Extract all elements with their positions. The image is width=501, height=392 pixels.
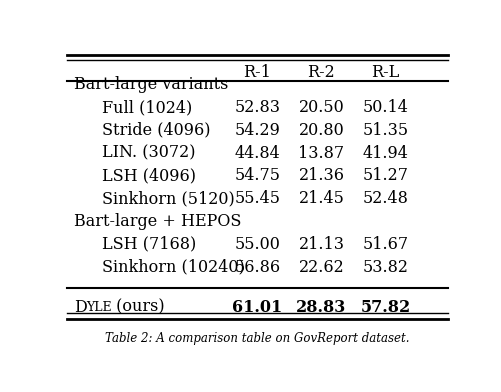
Text: 56.86: 56.86 [234,259,280,276]
Text: 50.14: 50.14 [362,99,408,116]
Text: Bart-large + HEPOS: Bart-large + HEPOS [74,213,241,230]
Text: 21.13: 21.13 [298,236,344,253]
Text: Sinkhorn (10240): Sinkhorn (10240) [102,259,244,276]
Text: D: D [74,299,87,316]
Text: 13.87: 13.87 [298,145,344,162]
Text: 54.29: 54.29 [234,122,280,139]
Text: 28.83: 28.83 [296,299,346,316]
Text: 52.48: 52.48 [362,190,408,207]
Text: 20.50: 20.50 [298,99,344,116]
Text: R-L: R-L [371,64,399,81]
Text: R-1: R-1 [243,64,271,81]
Text: Table 2: A comparison table on GovReport dataset.: Table 2: A comparison table on GovReport… [105,332,409,345]
Text: LSH (7168): LSH (7168) [102,236,195,253]
Text: Sinkhorn (5120): Sinkhorn (5120) [102,190,234,207]
Text: 51.35: 51.35 [362,122,408,139]
Text: LSH (4096): LSH (4096) [102,167,195,184]
Text: 21.36: 21.36 [298,167,344,184]
Text: 54.75: 54.75 [234,167,280,184]
Text: 41.94: 41.94 [362,145,408,162]
Text: Full (1024): Full (1024) [102,99,191,116]
Text: 53.82: 53.82 [362,259,408,276]
Text: Stride (4096): Stride (4096) [102,122,210,139]
Text: 55.00: 55.00 [234,236,280,253]
Text: 61.01: 61.01 [231,299,282,316]
Text: 51.27: 51.27 [362,167,408,184]
Text: YLE: YLE [86,301,112,314]
Text: 57.82: 57.82 [360,299,410,316]
Text: 21.45: 21.45 [298,190,344,207]
Text: Bart-large variants: Bart-large variants [74,76,228,93]
Text: 20.80: 20.80 [298,122,344,139]
Text: R-2: R-2 [307,64,335,81]
Text: (ours): (ours) [111,299,165,316]
Text: 44.84: 44.84 [234,145,280,162]
Text: 55.45: 55.45 [234,190,280,207]
Text: 51.67: 51.67 [362,236,408,253]
Text: LIN. (3072): LIN. (3072) [102,145,195,162]
Text: 22.62: 22.62 [298,259,344,276]
Text: 52.83: 52.83 [234,99,280,116]
